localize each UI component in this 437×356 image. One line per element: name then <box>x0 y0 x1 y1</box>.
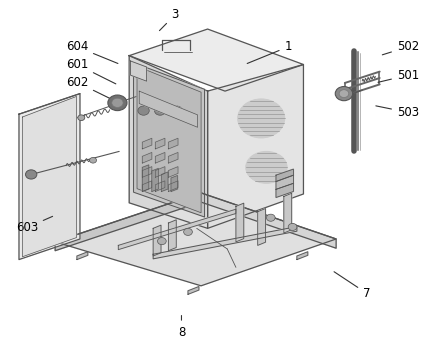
Circle shape <box>267 214 275 221</box>
Circle shape <box>78 115 85 121</box>
Text: 503: 503 <box>376 106 419 119</box>
Text: 502: 502 <box>382 40 419 55</box>
Polygon shape <box>142 152 152 163</box>
Polygon shape <box>55 193 336 286</box>
Polygon shape <box>258 209 266 245</box>
Circle shape <box>339 90 349 98</box>
Text: 603: 603 <box>16 216 52 234</box>
Polygon shape <box>153 226 297 259</box>
Polygon shape <box>168 152 178 163</box>
Polygon shape <box>77 252 88 260</box>
Polygon shape <box>22 96 76 257</box>
Polygon shape <box>139 91 198 127</box>
Polygon shape <box>188 287 199 294</box>
Ellipse shape <box>246 151 287 183</box>
Circle shape <box>288 224 297 230</box>
Polygon shape <box>168 138 178 149</box>
Circle shape <box>112 98 123 108</box>
Polygon shape <box>129 56 208 228</box>
Polygon shape <box>19 94 80 260</box>
Polygon shape <box>153 225 161 256</box>
Polygon shape <box>142 167 152 177</box>
Polygon shape <box>129 29 303 91</box>
Polygon shape <box>276 175 293 189</box>
Polygon shape <box>168 167 178 177</box>
Polygon shape <box>155 167 165 177</box>
Text: 7: 7 <box>334 272 371 300</box>
Polygon shape <box>276 183 293 198</box>
Polygon shape <box>134 63 205 217</box>
Polygon shape <box>55 193 201 251</box>
Text: 1: 1 <box>247 40 292 63</box>
Polygon shape <box>152 168 158 192</box>
Polygon shape <box>201 193 336 248</box>
Circle shape <box>157 237 166 245</box>
Polygon shape <box>276 169 293 182</box>
Circle shape <box>335 87 353 101</box>
Polygon shape <box>168 220 176 251</box>
Polygon shape <box>168 181 178 192</box>
Circle shape <box>184 228 192 235</box>
Polygon shape <box>142 165 149 192</box>
Text: 604: 604 <box>66 40 118 63</box>
Text: 601: 601 <box>66 58 116 84</box>
Polygon shape <box>137 66 201 213</box>
Polygon shape <box>142 181 152 192</box>
Polygon shape <box>236 203 244 242</box>
Polygon shape <box>284 193 291 233</box>
Polygon shape <box>208 64 303 228</box>
Polygon shape <box>131 61 147 81</box>
Circle shape <box>138 106 149 115</box>
Circle shape <box>90 157 97 163</box>
Circle shape <box>154 106 166 115</box>
Text: 3: 3 <box>160 9 179 31</box>
Circle shape <box>108 95 127 111</box>
Polygon shape <box>155 181 165 192</box>
Polygon shape <box>155 152 165 163</box>
Polygon shape <box>161 172 168 192</box>
Text: 8: 8 <box>178 315 185 339</box>
Polygon shape <box>171 176 177 192</box>
Polygon shape <box>142 138 152 149</box>
Polygon shape <box>297 252 308 260</box>
Polygon shape <box>118 209 236 250</box>
Circle shape <box>171 106 182 115</box>
Ellipse shape <box>238 99 285 138</box>
Circle shape <box>25 170 37 179</box>
Text: 501: 501 <box>378 69 419 82</box>
Text: 602: 602 <box>66 76 115 101</box>
Polygon shape <box>155 138 165 149</box>
